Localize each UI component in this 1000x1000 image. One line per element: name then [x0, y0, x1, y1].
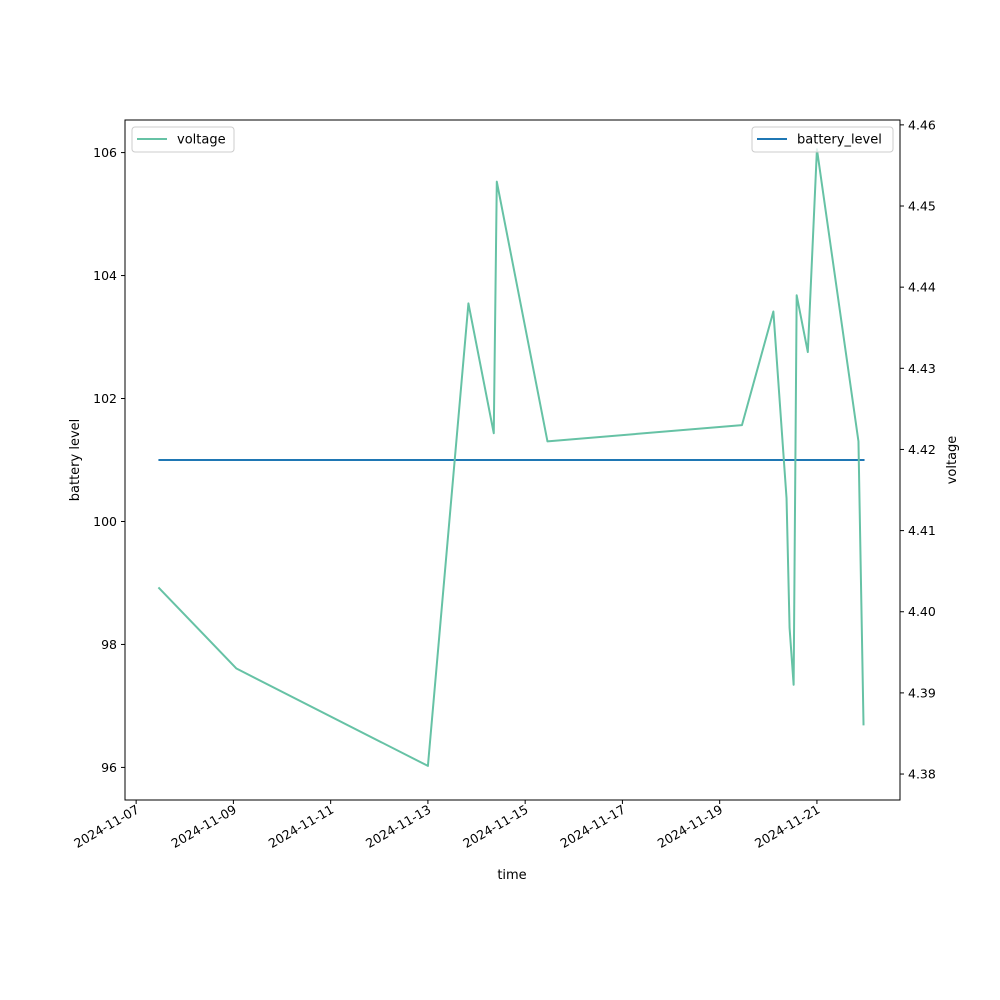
y-right-tick-label: 4.46: [908, 117, 936, 132]
legend-voltage: voltage: [131, 126, 235, 153]
y-right-tick-label: 4.39: [908, 685, 936, 700]
y-left-tick-label: 100: [93, 514, 117, 529]
y-right-tick-label: 4.43: [908, 361, 936, 376]
y-right-tick-label: 4.41: [908, 523, 936, 538]
legend-left-box: [131, 126, 235, 153]
y-left-tick-label: 104: [93, 268, 117, 283]
legend-battery-level: battery_level: [751, 126, 894, 153]
series-line-voltage: [157, 148, 865, 767]
legend-battery-level-label: battery_level: [797, 133, 882, 148]
x-axis-label: time: [497, 868, 526, 883]
legend-right-box: [751, 126, 894, 153]
y-axis-left-label: battery level: [68, 419, 83, 502]
y-left-tick-label: 98: [101, 637, 117, 652]
y-axis-left: 96 98 100 102 104 106: [93, 145, 125, 775]
y-right-tick-label: 4.45: [908, 199, 936, 214]
y-left-tick-label: 102: [93, 391, 117, 406]
y-axis-right: 4.38 4.39 4.40 4.41 4.42 4.43 4.44 4.45 4.46: [900, 117, 936, 782]
y-right-tick-label: 4.40: [908, 604, 936, 619]
series-layer: [157, 148, 865, 767]
legend-voltage-label: voltage: [177, 133, 226, 148]
y-right-tick-label: 4.38: [908, 767, 936, 782]
axes-frame: [124, 119, 901, 801]
y-left-tick-label: 96: [101, 760, 117, 775]
y-right-tick-label: 4.44: [908, 280, 936, 295]
y-right-tick-label: 4.42: [908, 442, 936, 457]
y-axis-right-label: voltage: [945, 436, 960, 485]
y-left-tick-label: 106: [93, 145, 117, 160]
